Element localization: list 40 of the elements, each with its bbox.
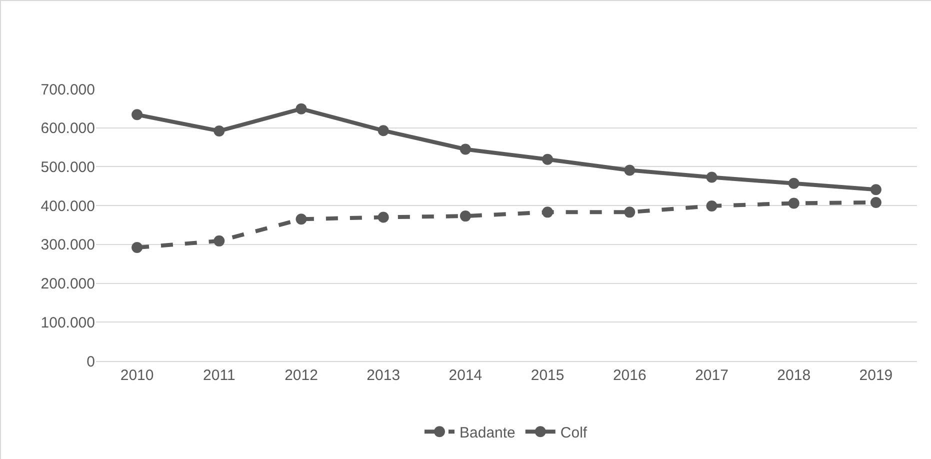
x-tick-label: 2017 <box>695 367 728 384</box>
legend-label: Badante <box>460 424 516 442</box>
y-tick-label: 300.000 <box>40 236 95 254</box>
point <box>788 178 800 189</box>
point <box>624 206 636 218</box>
point <box>378 212 389 223</box>
point <box>542 154 554 165</box>
point <box>214 125 225 136</box>
y-tick-label: 600.000 <box>40 120 95 138</box>
x-tick-label: 2011 <box>203 367 236 384</box>
x-tick-label: 2015 <box>530 367 564 384</box>
point <box>296 214 307 225</box>
x-tick-label: 2010 <box>120 367 154 384</box>
point <box>460 210 471 222</box>
x-tick-label: 2016 <box>612 367 646 384</box>
point <box>706 200 718 212</box>
y-tick-label: 400.000 <box>40 198 95 215</box>
point <box>870 184 882 196</box>
point <box>460 144 471 155</box>
point <box>132 242 143 254</box>
point <box>788 198 800 209</box>
x-tick-label: 2012 <box>284 367 318 384</box>
x-tick-label: 2019 <box>859 367 893 384</box>
point <box>624 164 636 176</box>
point <box>870 196 882 208</box>
y-tick-label: 200.000 <box>40 276 95 293</box>
y-tick-label: 700.000 <box>40 81 95 98</box>
x-tick-label: 2013 <box>366 367 400 384</box>
x-tick-label: 2018 <box>777 367 811 384</box>
y-tick-label: 500.000 <box>40 158 95 176</box>
point <box>378 125 389 136</box>
point <box>542 206 554 218</box>
legend-label: Colf <box>560 424 588 442</box>
point <box>296 103 307 114</box>
point <box>132 109 143 120</box>
point <box>706 172 718 183</box>
point <box>214 235 225 246</box>
y-tick-label: 0 <box>86 353 95 370</box>
y-tick-label: 100.000 <box>40 314 95 332</box>
x-tick-label: 2014 <box>448 367 482 384</box>
